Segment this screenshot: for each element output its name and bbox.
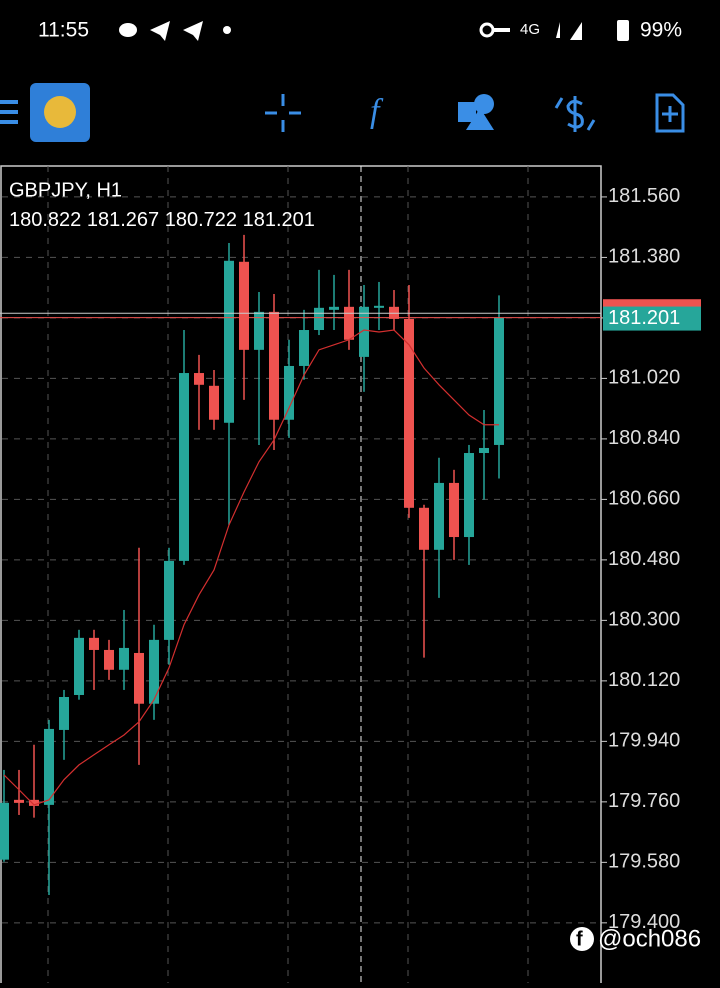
y-tick-label: 180.840 bbox=[608, 427, 680, 449]
y-tick-label: 180.300 bbox=[608, 609, 680, 631]
candle-body bbox=[29, 799, 39, 806]
candle-body bbox=[44, 728, 54, 805]
candle-body bbox=[14, 799, 24, 803]
watermark-text: @och086 bbox=[598, 925, 701, 952]
chart-frame bbox=[0, 165, 602, 983]
candle-body bbox=[404, 318, 414, 508]
candle-body bbox=[269, 311, 279, 420]
candle-body bbox=[449, 482, 459, 538]
notification-icons bbox=[119, 20, 629, 41]
y-tick-label: 181.380 bbox=[608, 246, 680, 268]
y-tick-label: 180.120 bbox=[608, 669, 680, 691]
clock: 11:55 bbox=[38, 19, 89, 42]
app-icon-logo bbox=[44, 96, 76, 128]
candle-body bbox=[209, 385, 219, 420]
candle-body bbox=[0, 802, 9, 860]
candle-body bbox=[299, 330, 309, 366]
candle-body bbox=[59, 697, 69, 730]
candle-body bbox=[464, 453, 474, 538]
candle-body bbox=[359, 306, 369, 357]
y-tick-label: 179.400 bbox=[608, 911, 680, 933]
candle-body bbox=[239, 261, 249, 350]
y-tick-label: 179.940 bbox=[608, 730, 680, 752]
y-tick-label: 179.580 bbox=[608, 851, 680, 873]
symbol-title: GBPJPY, H1 bbox=[9, 179, 122, 201]
candle-body bbox=[74, 637, 84, 695]
candle-body bbox=[314, 307, 324, 331]
ohlc-close: 181.201 bbox=[243, 209, 315, 231]
candle-body bbox=[284, 365, 294, 420]
candle-body bbox=[149, 639, 159, 704]
candle-body bbox=[194, 373, 204, 385]
candle-body bbox=[479, 447, 489, 454]
candle-body bbox=[224, 260, 234, 423]
candle-body bbox=[164, 560, 174, 640]
y-tick-label: 180.480 bbox=[608, 548, 680, 570]
bid-box bbox=[603, 306, 701, 331]
network: 4G bbox=[520, 21, 540, 38]
crosshair-button[interactable] bbox=[265, 94, 301, 132]
moving-average bbox=[3, 329, 499, 806]
y-tick-label: 180.660 bbox=[608, 488, 680, 510]
svg-text:f: f bbox=[576, 928, 583, 950]
trade-button[interactable] bbox=[554, 96, 596, 132]
vertical-grid bbox=[47, 166, 529, 983]
candle-body bbox=[494, 317, 504, 445]
indicators-button[interactable]: f bbox=[370, 93, 384, 130]
ohlc-high: 181.267 bbox=[87, 209, 159, 231]
ohlc-open: 180.822 bbox=[9, 209, 81, 231]
ohlc-low: 180.722 bbox=[165, 209, 237, 231]
candle-body bbox=[329, 306, 339, 310]
candle-body bbox=[119, 647, 129, 670]
battery: 99% bbox=[640, 19, 682, 42]
candle-body bbox=[434, 482, 444, 550]
objects-button[interactable] bbox=[458, 94, 494, 130]
candle-body bbox=[134, 652, 144, 704]
candle-body bbox=[89, 637, 99, 650]
menu-button[interactable] bbox=[0, 100, 18, 124]
candle-body bbox=[254, 311, 264, 350]
candle-body bbox=[179, 373, 189, 561]
watermark: f @och086 bbox=[570, 925, 701, 952]
candle-body bbox=[374, 305, 384, 308]
candle-body bbox=[104, 649, 114, 670]
bid-label: 181.201 bbox=[608, 307, 680, 329]
y-tick-label: 179.760 bbox=[608, 790, 680, 812]
candle-body bbox=[419, 507, 429, 550]
candle-body bbox=[344, 306, 354, 340]
y-tick-label: 181.560 bbox=[608, 185, 680, 207]
y-tick-label: 181.020 bbox=[608, 367, 680, 389]
new-window-button[interactable] bbox=[655, 93, 685, 133]
ohlc-header: 180.822 181.267 180.722 181.201 bbox=[9, 209, 315, 231]
